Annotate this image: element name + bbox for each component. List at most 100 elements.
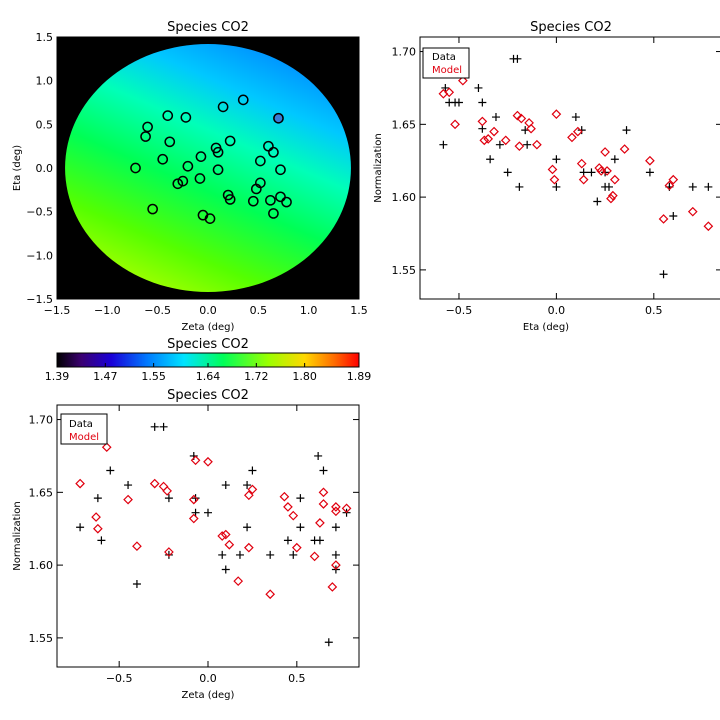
eta-model-point	[489, 126, 499, 137]
zeta-data-point	[248, 466, 257, 475]
zeta-model-point	[91, 512, 101, 522]
zeta-data-point	[235, 550, 244, 559]
zeta-marks	[75, 422, 352, 647]
eta-ticks: −0.5 0.0 0.5 1.55 1.60 1.65 1.70	[392, 37, 720, 317]
zeta-data-point	[324, 638, 333, 647]
zeta-model-point	[341, 503, 352, 514]
eta-data-point	[441, 83, 450, 92]
eta-model-point	[578, 174, 589, 185]
eta-model-point	[645, 155, 655, 166]
zeta-model-point	[331, 560, 341, 570]
map-y-ticks: −1.5 −1.0 −0.5 0.0 0.5 1.0 1.5	[26, 31, 63, 306]
colorbar-tick-label: 1.89	[347, 370, 372, 383]
eta-model-point	[551, 109, 562, 119]
map-sample-point	[254, 177, 266, 189]
eta-data-point	[439, 140, 448, 149]
colorbar-tick-label: 1.72	[244, 370, 269, 383]
eta-data-point	[474, 83, 483, 92]
eta-model-point	[516, 113, 527, 124]
zeta-y-tick-label: 1.55	[29, 632, 54, 645]
zeta-x-label: Zeta (deg)	[182, 690, 235, 701]
eta-y-tick-label: 1.65	[392, 118, 417, 131]
zeta-data-point	[191, 508, 200, 517]
eta-data-point	[604, 182, 613, 191]
map-title: Species CO2	[167, 20, 249, 35]
zeta-ticks: −0.5 0.0 0.5 1.55 1.60 1.65 1.70	[29, 405, 359, 685]
map-x-tick-label: −1.0	[94, 304, 121, 317]
eta-model-point	[600, 147, 610, 157]
zeta-model-point	[309, 551, 320, 562]
map-sample-point	[157, 153, 169, 165]
eta-data-point	[495, 140, 504, 149]
zeta-model-point	[318, 499, 329, 509]
eta-legend: Data Model	[422, 47, 470, 79]
eta-data-point	[610, 155, 619, 164]
zeta-data-point	[93, 494, 102, 503]
map-y-tick-label: 1.5	[36, 31, 54, 44]
map-x-tick-label: 1.5	[350, 304, 368, 317]
zeta-legend-data: Data	[69, 419, 93, 430]
colorbar-tick-label: 1.39	[45, 370, 70, 383]
zeta-title: Species CO2	[167, 388, 249, 403]
zeta-legend-box	[60, 413, 108, 445]
map-sample-point	[224, 135, 236, 147]
zeta-data-point	[314, 451, 323, 460]
map-y-tick-label: 0.0	[36, 162, 54, 175]
eta-model-point	[444, 87, 455, 98]
map-sample-point	[162, 110, 174, 121]
eta-data-point	[491, 113, 500, 122]
eta-data-point	[552, 182, 561, 191]
map-y-label: Eta (deg)	[12, 145, 23, 191]
map-sample-point	[164, 136, 176, 148]
map-x-tick-label: 0.0	[199, 304, 217, 317]
map-panel: Species CO2 −1.5 −1.0 −0.5 0.0 0.5 1.0 1.5 −1.…	[12, 20, 368, 333]
eta-model-point	[664, 180, 675, 191]
eta-model-point	[567, 132, 577, 143]
eta-data-point	[593, 197, 602, 206]
zeta-model-point	[224, 539, 235, 550]
zeta-data-point	[97, 536, 106, 545]
zeta-data-point	[331, 523, 340, 532]
map-sample-point	[140, 131, 151, 142]
colorbar-tick-label: 1.47	[93, 370, 118, 383]
eta-model-point	[483, 134, 494, 144]
zeta-model-point	[288, 510, 299, 521]
zeta-model-point	[217, 531, 228, 541]
eta-model-point	[703, 221, 714, 232]
eta-model-point	[572, 126, 583, 137]
zeta-frame	[56, 404, 360, 668]
map-sample-point	[172, 178, 184, 190]
map-sample-point	[147, 203, 158, 215]
zeta-model-point	[188, 494, 199, 505]
map-sample-point	[212, 164, 224, 176]
zeta-data-point	[106, 466, 115, 475]
zeta-model-point	[149, 478, 160, 489]
eta-data-point	[571, 113, 580, 122]
map-sample-point	[268, 208, 279, 219]
map-sample-point	[268, 146, 279, 158]
map-sample-point	[237, 94, 249, 106]
zeta-model-point	[331, 502, 341, 512]
map-y-tick-label: 0.5	[36, 118, 54, 131]
eta-marks	[438, 54, 714, 279]
eta-data-point	[577, 126, 586, 135]
map-sample-point	[275, 164, 286, 176]
zeta-data-point	[124, 481, 133, 490]
map-x-tick-label: −1.5	[44, 304, 71, 317]
zeta-model-point	[190, 455, 201, 466]
eta-data-point	[454, 98, 463, 107]
eta-x-label: Eta (deg)	[523, 322, 569, 333]
map-disk	[65, 43, 351, 293]
zeta-data-point	[319, 466, 328, 475]
eta-model-point	[658, 214, 669, 224]
eta-model-point	[477, 116, 488, 127]
map-sample-point	[217, 101, 229, 113]
zeta-data-point	[243, 523, 252, 532]
eta-y-tick-label: 1.55	[392, 264, 417, 277]
eta-x-tick-label: 0.0	[548, 304, 566, 317]
eta-legend-model: Model	[432, 65, 462, 76]
map-sample-point	[130, 162, 141, 174]
eta-legend-data: Data	[432, 52, 456, 63]
map-sample-point	[142, 121, 153, 133]
zeta-data-point	[164, 494, 173, 503]
